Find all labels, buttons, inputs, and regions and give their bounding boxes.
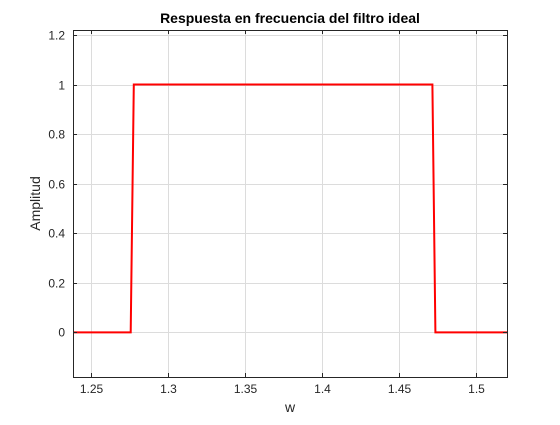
- ticks: [73, 30, 507, 377]
- series-layer: [73, 83, 507, 334]
- y-tick-label: 0.4: [48, 227, 65, 241]
- y-tick-label: 0.8: [48, 128, 65, 142]
- y-tick-label: 0.6: [48, 178, 65, 192]
- y-axis-label: Amplitud: [27, 176, 43, 230]
- y-tick-label: 1: [58, 79, 65, 93]
- tick-labels: 1.25 1.3 1.35 1.4 1.45 1.5 0 0.2 0.4 0.6 0.8 1 1.2: [48, 29, 485, 397]
- x-tick-label: 1.45: [388, 382, 412, 396]
- y-tick-label: 1.2: [48, 29, 65, 43]
- plot-area: [73, 30, 507, 377]
- x-tick-label: 1.5: [468, 382, 485, 396]
- axis-box: [73, 30, 508, 378]
- x-tick-label: 1.3: [160, 382, 177, 396]
- x-tick-label: 1.4: [314, 382, 331, 396]
- series-line: [73, 83, 507, 334]
- x-axis-label: w: [284, 399, 296, 415]
- grid: [73, 30, 507, 377]
- chart-title: Respuesta en frecuencia del filtro ideal: [160, 10, 420, 26]
- y-tick-label: 0.2: [48, 277, 65, 291]
- y-tick-label: 0: [58, 326, 65, 340]
- x-tick-label: 1.35: [234, 382, 258, 396]
- x-tick-label: 1.25: [80, 382, 104, 396]
